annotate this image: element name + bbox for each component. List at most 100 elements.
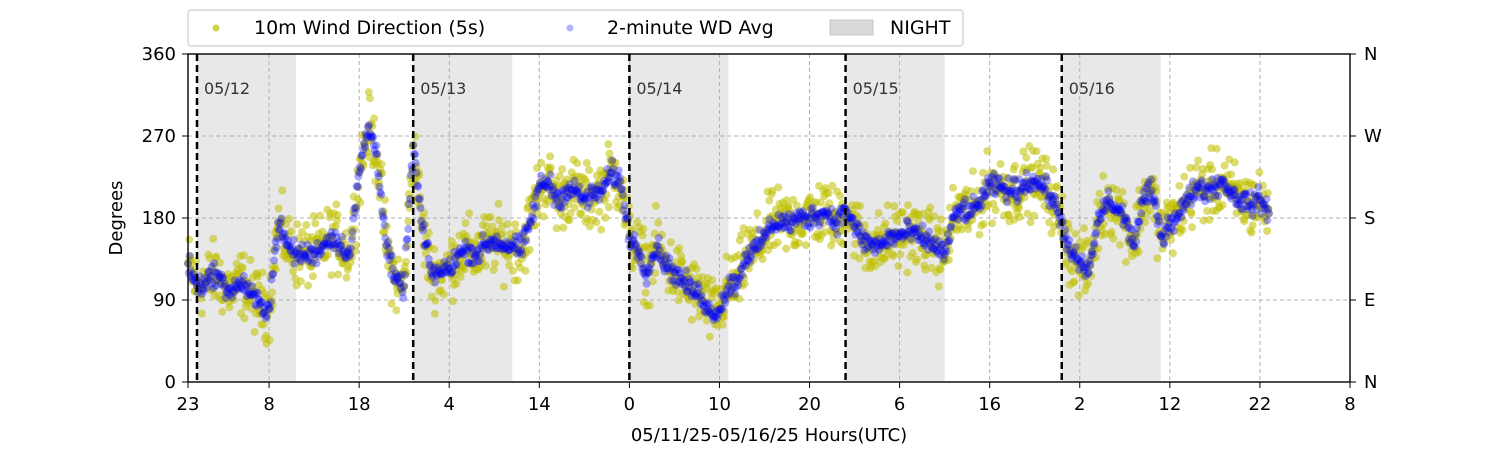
series-0-fill-point xyxy=(304,281,313,290)
series-0-fill-point xyxy=(461,219,470,228)
series-0-fill-point xyxy=(820,228,829,237)
series-0-fill-point xyxy=(687,272,696,281)
series-0-fill-point xyxy=(1015,212,1024,221)
series-0-fill-point xyxy=(1122,257,1131,266)
series-1-fill-point xyxy=(401,270,410,279)
series-1-fill-point xyxy=(786,226,795,235)
x-tick-label-2: 18 xyxy=(348,394,371,415)
series-1-fill-point xyxy=(1043,176,1052,185)
series-0-fill-point xyxy=(651,201,660,210)
series-0-fill-point xyxy=(604,140,613,149)
series-0-fill-point xyxy=(477,232,486,241)
series-1-fill-point xyxy=(239,271,248,280)
series-0-fill-point xyxy=(792,201,801,210)
series-1-fill-point xyxy=(1137,209,1146,218)
series-1-fill-point xyxy=(1197,176,1206,185)
series-0-fill-point xyxy=(591,195,600,204)
series-0-fill-point xyxy=(499,282,508,291)
series-0-fill-point xyxy=(537,158,546,167)
series-0-fill-point xyxy=(1071,229,1080,238)
series-0-fill-point xyxy=(238,264,247,273)
series-0-fill-point xyxy=(380,195,389,204)
series-1-fill-point xyxy=(995,174,1004,183)
series-0-fill-point xyxy=(431,296,440,305)
series-1-fill-point xyxy=(269,256,278,265)
series-1-fill-point xyxy=(529,214,538,223)
series-0-fill-point xyxy=(209,261,218,270)
series-0-fill-point xyxy=(898,208,907,217)
series-1-fill-point xyxy=(1088,250,1097,259)
series-1-fill-point xyxy=(1002,198,1011,207)
series-0-fill-point xyxy=(921,265,930,274)
series-1-fill-point xyxy=(1052,200,1061,209)
series-1-fill-point xyxy=(431,278,440,287)
series-1-fill-point xyxy=(945,236,954,245)
series-0-fill-point xyxy=(310,255,319,264)
series-0-fill-point xyxy=(651,269,660,278)
series-1-fill-point xyxy=(380,221,389,230)
series-0-fill-point xyxy=(740,273,749,282)
series-0-fill-point xyxy=(1049,165,1058,174)
series-0-fill-point xyxy=(452,279,461,288)
series-0-fill-point xyxy=(490,259,499,268)
series-0-fill-point xyxy=(1010,161,1019,170)
series-0-fill-point xyxy=(416,193,425,202)
series-0-fill-point xyxy=(333,211,342,220)
series-1-fill-point xyxy=(608,156,617,165)
series-0-fill-point xyxy=(929,249,938,258)
series-0-fill-point xyxy=(327,271,336,280)
series-0-fill-point xyxy=(377,160,386,169)
x-tick-label-8: 6 xyxy=(894,394,905,415)
series-1-fill-point xyxy=(1160,240,1169,249)
series-0-fill-point xyxy=(708,276,717,285)
series-0-fill-point xyxy=(675,244,684,253)
series-0-fill-point xyxy=(1255,168,1264,177)
series-0-fill-point xyxy=(552,224,561,233)
series-0-fill-point xyxy=(356,198,365,207)
series-0-fill-point xyxy=(816,198,825,207)
series-1-fill-point xyxy=(419,220,428,229)
series-0-fill-point xyxy=(777,225,786,234)
series-1-fill-point xyxy=(476,250,485,259)
series-0-fill-point xyxy=(674,296,683,305)
series-1-fill-point xyxy=(364,121,373,130)
series-0-fill-point xyxy=(215,258,224,267)
series-0-fill-point xyxy=(387,299,396,308)
series-0-fill-point xyxy=(1084,279,1093,288)
day-marker-label-5: 05/16 xyxy=(1069,79,1115,98)
series-0-fill-point xyxy=(405,203,414,212)
x-axis-title: 05/11/25-05/16/25 Hours(UTC) xyxy=(631,425,907,446)
series-0-fill-point xyxy=(881,219,890,228)
day-marker-label-3: 05/14 xyxy=(636,79,682,98)
series-0-fill-point xyxy=(334,270,343,279)
series-0-fill-point xyxy=(1188,223,1197,232)
series-1-fill-point xyxy=(1135,217,1144,226)
series-0-fill-point xyxy=(382,222,391,231)
series-0-fill-point xyxy=(289,267,298,276)
y-right-tick-label-3: W xyxy=(1364,126,1382,147)
series-0-fill-point xyxy=(266,272,275,281)
series-1-fill-point xyxy=(272,243,281,252)
series-0-fill-point xyxy=(946,234,955,243)
series-1-fill-point xyxy=(925,227,934,236)
y-tick-label-0: 0 xyxy=(165,372,176,393)
series-0-fill-point xyxy=(525,245,534,254)
series-0-fill-point xyxy=(619,176,628,185)
series-0-fill-point xyxy=(647,259,656,268)
series-1-fill-point xyxy=(827,204,836,213)
series-0-fill-point xyxy=(1248,221,1257,230)
series-0-fill-point xyxy=(307,262,316,271)
series-1-fill-point xyxy=(185,251,194,260)
series-1-fill-point xyxy=(575,182,584,191)
series-1-fill-point xyxy=(1118,202,1127,211)
x-tick-label-12: 22 xyxy=(1248,394,1271,415)
series-0-fill-point xyxy=(1079,224,1088,233)
series-1-fill-point xyxy=(1262,195,1271,204)
series-0-fill-point xyxy=(451,242,460,251)
y-right-tick-label-1: E xyxy=(1364,290,1375,311)
series-0-fill-point xyxy=(824,189,833,198)
series-0-fill-point xyxy=(1095,189,1104,198)
data-layer xyxy=(184,88,1273,348)
series-0-fill-point xyxy=(546,163,555,172)
series-0-fill-point xyxy=(768,186,777,195)
